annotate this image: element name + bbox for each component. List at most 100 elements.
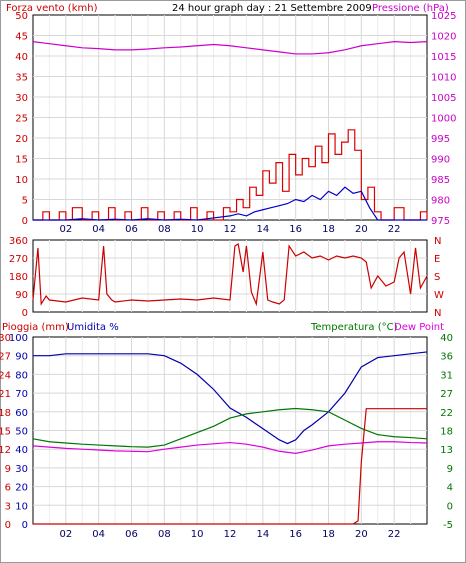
y-tick-label-right: 1020 xyxy=(431,32,456,43)
x-tick-label: 18 xyxy=(322,224,335,235)
rain-tick-label: 21 xyxy=(0,389,11,400)
y-tick-label-left: 20 xyxy=(15,134,28,145)
y-tick-label-right: 995 xyxy=(431,134,450,145)
wind-axis-label: Forza vento (kmh) xyxy=(6,3,98,14)
x-tick-label: 16 xyxy=(289,529,302,540)
y-tick-label-right: 980 xyxy=(431,196,450,207)
humidity-tick-label: 40 xyxy=(15,445,28,456)
y-tick-label-left: 40 xyxy=(15,52,28,63)
y-tick-label-right: 1000 xyxy=(431,114,456,125)
x-tick-label: 04 xyxy=(92,529,105,540)
temperature-tick-label: 18 xyxy=(440,427,453,438)
x-tick-label: 20 xyxy=(355,224,368,235)
x-tick-label: 02 xyxy=(59,529,72,540)
humidity-tick-label: 30 xyxy=(15,464,28,475)
rain-tick-label: 3 xyxy=(5,501,11,512)
compass-tick-label: W xyxy=(434,290,444,301)
y-tick-label-left: 15 xyxy=(15,155,28,166)
y-tick-label-left: 360 xyxy=(9,236,28,247)
x-tick-label: 04 xyxy=(92,224,105,235)
compass-tick-label: N xyxy=(434,236,441,247)
pressure-axis-label: Pressione (hPa) xyxy=(372,3,449,14)
humidity-tick-label: 70 xyxy=(15,389,28,400)
x-tick-label: 08 xyxy=(158,224,171,235)
y-tick-label-left: 45 xyxy=(15,32,28,43)
y-tick-label-right: 975 xyxy=(431,216,450,227)
y-tick-label-left: 50 xyxy=(15,11,28,22)
temperature-tick-label: 9 xyxy=(447,464,453,475)
y-tick-label-left: 90 xyxy=(15,290,28,301)
x-tick-label: 12 xyxy=(224,224,237,235)
humidity-axis-label: Umidita % xyxy=(67,322,119,333)
humidity-tick-label: 60 xyxy=(15,408,28,419)
dewpoint-axis-label: Dew Point xyxy=(394,322,444,333)
wind-direction-line xyxy=(32,243,428,307)
x-tick-label: 02 xyxy=(59,224,72,235)
rain-tick-label: 15 xyxy=(0,427,11,438)
rain-tick-label: 30 xyxy=(0,333,11,344)
rain-tick-label: 18 xyxy=(0,408,11,419)
dewpoint-line xyxy=(32,441,428,454)
y-tick-label-right: 1010 xyxy=(431,73,456,84)
wind-speed-line xyxy=(33,186,427,221)
y-tick-label-right: 990 xyxy=(431,155,450,166)
rain-tick-label: 6 xyxy=(5,483,11,494)
compass-tick-label: S xyxy=(434,272,440,283)
y-tick-label-right: 1025 xyxy=(431,11,456,22)
humidity-tick-label: 10 xyxy=(15,501,28,512)
humidity-tick-label: 90 xyxy=(15,352,28,363)
temperature-tick-label: 22 xyxy=(440,408,453,419)
x-tick-label: 20 xyxy=(355,529,368,540)
y-tick-label-left: 35 xyxy=(15,73,28,84)
y-tick-label-left: 0 xyxy=(22,216,28,227)
x-tick-label: 14 xyxy=(256,529,269,540)
temperature-tick-label: 13 xyxy=(440,445,453,456)
pressure-line xyxy=(32,41,428,55)
y-tick-label-left: 30 xyxy=(15,93,28,104)
humidity-tick-label: 0 xyxy=(22,520,28,531)
humidity-tick-label: 100 xyxy=(9,333,28,344)
temperature-tick-label: 4 xyxy=(447,483,453,494)
compass-tick-label: E xyxy=(434,254,440,265)
temperature-tick-label: 40 xyxy=(440,333,453,344)
rain-tick-label: 24 xyxy=(0,370,11,381)
temperature-tick-label: 36 xyxy=(440,352,453,363)
x-tick-label: 18 xyxy=(322,529,335,540)
temperature-line xyxy=(32,407,428,448)
temperature-tick-label: -5 xyxy=(443,520,453,531)
y-tick-label-right: 1015 xyxy=(431,52,456,63)
x-tick-label: 12 xyxy=(224,529,237,540)
x-tick-label: 06 xyxy=(125,529,138,540)
temperature-tick-label: 31 xyxy=(440,370,453,381)
y-tick-label-right: 1005 xyxy=(431,93,456,104)
y-tick-label-left: 270 xyxy=(9,254,28,265)
rain-tick-label: 27 xyxy=(0,352,11,363)
y-tick-label-left: 10 xyxy=(15,175,28,186)
humidity-tick-label: 50 xyxy=(15,427,28,438)
rain-tick-label: 9 xyxy=(5,464,11,475)
temperature-axis-label: Temperatura (°C) xyxy=(310,322,398,333)
x-tick-label: 14 xyxy=(256,224,269,235)
temperature-tick-label: 0 xyxy=(447,501,453,512)
x-tick-label: 06 xyxy=(125,224,138,235)
rain-tick-label: 0 xyxy=(5,520,11,531)
humidity-line xyxy=(33,351,428,445)
y-tick-label-left: 0 xyxy=(22,308,28,319)
x-tick-label: 16 xyxy=(289,224,302,235)
x-tick-label: 10 xyxy=(191,224,204,235)
humidity-tick-label: 20 xyxy=(15,483,28,494)
y-tick-label-left: 180 xyxy=(9,272,28,283)
chart-title: 24 hour graph day : 21 Settembre 2009 xyxy=(172,3,372,14)
y-tick-label-left: 5 xyxy=(22,196,28,207)
temperature-tick-label: 27 xyxy=(440,389,453,400)
rain-tick-label: 12 xyxy=(0,445,11,456)
x-tick-label: 22 xyxy=(388,529,401,540)
x-tick-label: 10 xyxy=(191,529,204,540)
compass-tick-label: N xyxy=(434,308,441,319)
humidity-tick-label: 80 xyxy=(15,370,28,381)
rain-line xyxy=(33,408,427,525)
wind-gust-line xyxy=(33,129,428,221)
